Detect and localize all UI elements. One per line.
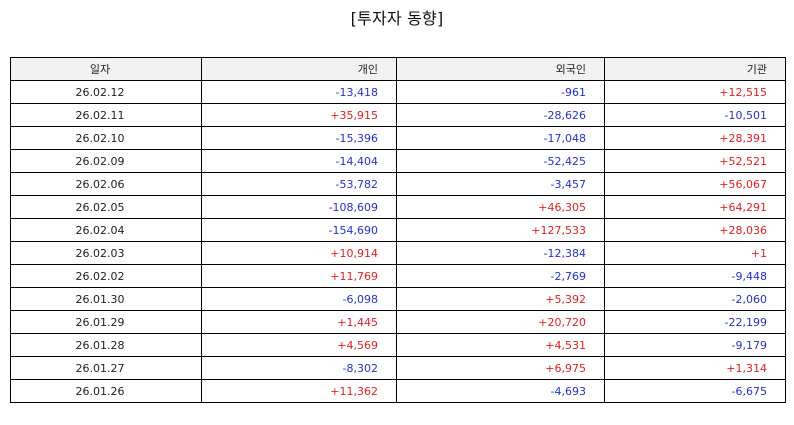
- table-row: 26.01.29 +1,445 +20,720 -22,199: [10, 310, 786, 334]
- institution-cell: +56,067: [604, 172, 786, 196]
- table-row: 26.02.02 +11,769 -2,769 -9,448: [10, 264, 786, 288]
- page-title: [투자자 동향]: [350, 9, 444, 28]
- foreign-cell: +4,531: [396, 333, 605, 357]
- foreign-cell: +6,975: [396, 356, 605, 380]
- date-cell: 26.02.12: [10, 80, 202, 104]
- foreign-cell: -961: [396, 80, 605, 104]
- institution-cell: +64,291: [604, 195, 786, 219]
- table-row: 26.02.04 -154,690 +127,533 +28,036: [10, 218, 786, 242]
- investor-trend-table: 일자 개인 외국인 기관 26.02.12 -13,418 -961 +12,515 2…: [10, 57, 786, 403]
- individual-cell: -15,396: [201, 126, 397, 150]
- institution-cell: +1: [604, 241, 786, 265]
- institution-cell: +28,036: [604, 218, 786, 242]
- individual-cell: -13,418: [201, 80, 397, 104]
- individual-cell: -53,782: [201, 172, 397, 196]
- table-row: 26.02.11 +35,915 -28,626 -10,501: [10, 103, 786, 127]
- foreign-cell: -28,626: [396, 103, 605, 127]
- date-cell: 26.01.30: [10, 287, 202, 311]
- date-cell: 26.02.09: [10, 149, 202, 173]
- table-row: 26.01.28 +4,569 +4,531 -9,179: [10, 333, 786, 357]
- date-cell: 26.01.27: [10, 356, 202, 380]
- date-cell: 26.01.28: [10, 333, 202, 357]
- institution-cell: +52,521: [604, 149, 786, 173]
- institution-cell: -6,675: [604, 379, 786, 403]
- institution-cell: -22,199: [604, 310, 786, 334]
- date-cell: 26.02.10: [10, 126, 202, 150]
- foreign-cell: -4,693: [396, 379, 605, 403]
- foreign-cell: -3,457: [396, 172, 605, 196]
- table-row: 26.02.05 -108,609 +46,305 +64,291: [10, 195, 786, 219]
- individual-cell: +1,445: [201, 310, 397, 334]
- individual-cell: -6,098: [201, 287, 397, 311]
- foreign-cell: +46,305: [396, 195, 605, 219]
- table-body: 26.02.12 -13,418 -961 +12,515 26.02.11 +35,91…: [10, 80, 786, 403]
- table-row: 26.01.26 +11,362 -4,693 -6,675: [10, 379, 786, 403]
- individual-cell: -8,302: [201, 356, 397, 380]
- foreign-cell: +20,720: [396, 310, 605, 334]
- foreign-cell: -12,384: [396, 241, 605, 265]
- institution-cell: -10,501: [604, 103, 786, 127]
- institution-cell: +12,515: [604, 80, 786, 104]
- table-row: 26.02.06 -53,782 -3,457 +56,067: [10, 172, 786, 196]
- individual-cell: -108,609: [201, 195, 397, 219]
- date-cell: 26.01.26: [10, 379, 202, 403]
- individual-cell: +10,914: [201, 241, 397, 265]
- individual-cell: -14,404: [201, 149, 397, 173]
- table-row: 26.02.03 +10,914 -12,384 +1: [10, 241, 786, 265]
- date-cell: 26.02.02: [10, 264, 202, 288]
- institution-cell: +28,391: [604, 126, 786, 150]
- date-cell: 26.02.04: [10, 218, 202, 242]
- column-header-date: 일자: [10, 57, 202, 81]
- table-row: 26.01.27 -8,302 +6,975 +1,314: [10, 356, 786, 380]
- individual-cell: +4,569: [201, 333, 397, 357]
- table-row: 26.02.12 -13,418 -961 +12,515: [10, 80, 786, 104]
- foreign-cell: +127,533: [396, 218, 605, 242]
- column-header-individual: 개인: [201, 57, 397, 81]
- individual-cell: +35,915: [201, 103, 397, 127]
- institution-cell: -9,448: [604, 264, 786, 288]
- institution-cell: +1,314: [604, 356, 786, 380]
- table-row: 26.02.10 -15,396 -17,048 +28,391: [10, 126, 786, 150]
- foreign-cell: -17,048: [396, 126, 605, 150]
- date-cell: 26.02.03: [10, 241, 202, 265]
- date-cell: 26.02.11: [10, 103, 202, 127]
- foreign-cell: -52,425: [396, 149, 605, 173]
- table-row: 26.02.09 -14,404 -52,425 +52,521: [10, 149, 786, 173]
- individual-cell: +11,362: [201, 379, 397, 403]
- institution-cell: -2,060: [604, 287, 786, 311]
- date-cell: 26.01.29: [10, 310, 202, 334]
- table-header-row: 일자 개인 외국인 기관: [10, 57, 786, 81]
- foreign-cell: +5,392: [396, 287, 605, 311]
- column-header-foreign: 외국인: [396, 57, 605, 81]
- column-header-institution: 기관: [604, 57, 786, 81]
- date-cell: 26.02.05: [10, 195, 202, 219]
- individual-cell: +11,769: [201, 264, 397, 288]
- foreign-cell: -2,769: [396, 264, 605, 288]
- date-cell: 26.02.06: [10, 172, 202, 196]
- institution-cell: -9,179: [604, 333, 786, 357]
- table-row: 26.01.30 -6,098 +5,392 -2,060: [10, 287, 786, 311]
- individual-cell: -154,690: [201, 218, 397, 242]
